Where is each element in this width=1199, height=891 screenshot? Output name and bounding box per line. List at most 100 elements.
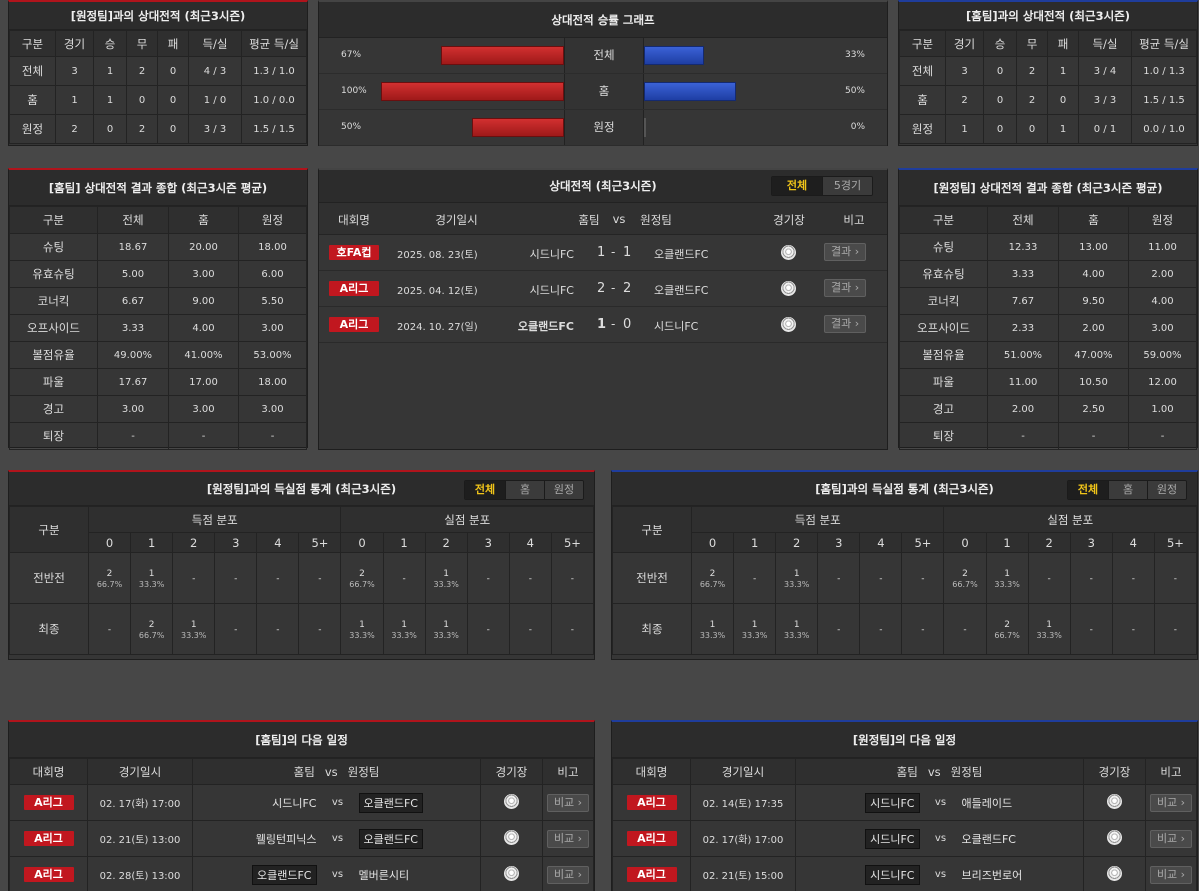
tab-away[interactable]: 원정	[1147, 481, 1186, 499]
row-label: 경고	[9, 395, 98, 423]
away-team[interactable]: 오클랜드FC	[358, 792, 423, 813]
column-header: 무	[126, 30, 158, 57]
cell: -	[508, 552, 552, 604]
action-cell: 비교 ›	[1145, 820, 1197, 857]
stadium-icon[interactable]	[504, 829, 520, 845]
cell: 10.50	[1058, 368, 1129, 396]
percent: 33.3%	[1036, 630, 1062, 640]
table-row: 볼점유율 49.00% 41.00% 53.00%	[9, 341, 307, 369]
home-team[interactable]: 시드니FC	[865, 864, 920, 885]
stadium-icon[interactable]	[1107, 829, 1123, 845]
home-team[interactable]: 시드니FC	[865, 828, 920, 849]
home-team[interactable]: 시드니FC	[529, 284, 574, 297]
stadium-cell	[1083, 784, 1147, 821]
percent: 33.3%	[138, 579, 165, 589]
match-row: 호FA컵 2025. 08. 23(토) 시드니FC 1-1 오클랜드FC 결과 ›	[319, 235, 887, 271]
cell: 1 33.3%	[424, 603, 468, 655]
cell: 0	[983, 85, 1017, 115]
cell: 2 66.7%	[340, 552, 384, 604]
stadium-icon[interactable]	[781, 317, 796, 332]
panel-title: 상대전적 (최근3시즌) 전체 5경기	[319, 170, 887, 203]
compare-button[interactable]: 비교 ›	[546, 793, 590, 812]
cell: 1	[93, 56, 127, 86]
table-row: 파울 11.00 10.50 12.00	[899, 368, 1197, 396]
away-team[interactable]: 오클랜드FC	[961, 832, 1017, 846]
column-header: 구분	[9, 206, 98, 234]
schedule-row: A리그 02. 17(화) 17:00 시드니FC vs 오클랜드FC 비교 ›	[612, 820, 1197, 857]
table-row: 퇴장 - - -	[9, 422, 307, 450]
tab-home[interactable]: 홈	[505, 481, 544, 499]
goals-vs-home-panel: [홈팀]과의 득실점 통계 (최근3시즌) 전체 홈 원정 구분 득점 분포 실점 …	[611, 470, 1198, 660]
away-team[interactable]: 브리즈번로어	[961, 868, 1023, 882]
tab-all[interactable]: 전체	[465, 481, 505, 499]
home-team[interactable]: 오클랜드FC	[252, 864, 317, 885]
stadium-icon[interactable]	[504, 865, 520, 881]
away-team[interactable]: 오클랜드FC	[654, 248, 709, 261]
cell: 1 33.3%	[775, 552, 819, 604]
result-button[interactable]: 결과 ›	[824, 243, 867, 261]
home-team[interactable]: 시드니FC	[865, 792, 920, 813]
cell: -	[1069, 603, 1113, 655]
count: 1	[793, 619, 800, 630]
count: 1	[443, 568, 450, 579]
away-header: 원정팀	[347, 764, 380, 779]
count: -	[234, 573, 238, 584]
tab-all[interactable]: 전체	[772, 177, 822, 195]
row-label: 경고	[899, 395, 988, 423]
away-team[interactable]: 멜버른시티	[358, 868, 410, 882]
panel-title: [원정팀] 상대전적 결과 종합 (최근3시즌 평균)	[899, 170, 1197, 206]
cell: 4.00	[1128, 287, 1197, 315]
column-header: 비고	[1145, 758, 1197, 785]
away-team[interactable]: 애들레이드	[961, 796, 1013, 810]
cell: 2 66.7%	[130, 603, 174, 655]
home-team[interactable]: 시드니FC	[272, 796, 317, 810]
bucket-header: 4	[508, 532, 552, 553]
cell: 1.3 / 1.0	[241, 56, 307, 86]
league-badge: A리그	[329, 317, 379, 332]
away-team[interactable]: 오클랜드FC	[654, 284, 709, 297]
away-team[interactable]: 시드니FC	[654, 320, 699, 333]
column-header: 홈	[168, 206, 239, 234]
count: -	[963, 624, 967, 635]
tab-all[interactable]: 전체	[1068, 481, 1108, 499]
compare-button[interactable]: 비교 ›	[546, 829, 590, 848]
percent: 33.3%	[783, 630, 810, 640]
cell: 3 / 4	[1078, 56, 1132, 86]
column-header: 경기일시	[690, 758, 796, 785]
tab-away[interactable]: 원정	[544, 481, 583, 499]
stadium-icon[interactable]	[781, 281, 796, 296]
result-button[interactable]: 결과 ›	[824, 279, 867, 297]
home-team[interactable]: 시드니FC	[529, 248, 574, 261]
column-header: 패	[157, 30, 189, 57]
cell: -	[214, 552, 258, 604]
percent: 33.3%	[433, 579, 459, 589]
stadium-icon[interactable]	[781, 245, 796, 260]
stadium-icon[interactable]	[1107, 793, 1123, 809]
result-button[interactable]: 결과 ›	[824, 315, 867, 333]
compare-button[interactable]: 비교 ›	[1149, 829, 1193, 848]
compare-button[interactable]: 비교 ›	[1149, 793, 1193, 812]
tab-home[interactable]: 홈	[1108, 481, 1147, 499]
stadium-icon[interactable]	[504, 793, 520, 809]
away-team[interactable]: 오클랜드FC	[358, 828, 423, 849]
bucket-header: 2	[1027, 532, 1071, 553]
count: -	[837, 573, 841, 584]
home-team[interactable]: 오클랜드FC	[517, 320, 574, 333]
percent: 33.3%	[994, 579, 1020, 589]
tab-5-games[interactable]: 5경기	[822, 177, 872, 195]
row-label: 전체	[899, 56, 946, 86]
cell: -	[901, 603, 945, 655]
column-header: 경기	[55, 30, 94, 57]
home-score: 1	[597, 245, 606, 260]
row-label: 원정	[899, 114, 946, 144]
compare-button[interactable]: 비교 ›	[546, 865, 590, 884]
stadium-icon[interactable]	[1107, 865, 1123, 881]
count: -	[276, 624, 280, 635]
percent: 66.7%	[699, 579, 726, 589]
row-label: 파울	[899, 368, 988, 396]
cell: 5.00	[97, 260, 169, 288]
match-date: 2025. 04. 12(토)	[397, 286, 478, 297]
compare-button[interactable]: 비교 ›	[1149, 865, 1193, 884]
vs-header: vs	[324, 764, 338, 779]
home-team[interactable]: 웰링턴피닉스	[255, 832, 317, 846]
